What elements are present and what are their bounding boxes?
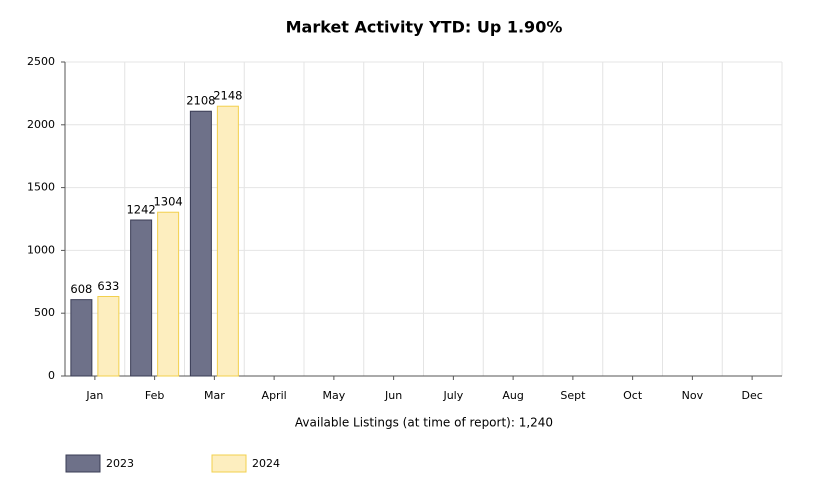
x-axis-label: Available Listings (at time of report): … <box>295 416 553 430</box>
x-tick-label: July <box>442 389 463 402</box>
y-tick-label: 1500 <box>27 181 55 194</box>
x-tick-label: Sept <box>560 389 586 402</box>
x-tick-label: Mar <box>204 389 225 402</box>
x-tick-label: May <box>323 389 346 402</box>
x-tick-label: Jan <box>85 389 103 402</box>
y-tick-label: 0 <box>48 369 55 382</box>
y-tick-label: 2000 <box>27 118 55 131</box>
bar <box>97 295 120 377</box>
x-tick-label: Jun <box>384 389 402 402</box>
bar <box>157 211 180 377</box>
legend-swatch <box>65 454 101 473</box>
legend-swatch <box>211 454 247 473</box>
x-tick-label: Oct <box>623 389 643 402</box>
data-label: 608 <box>70 282 92 296</box>
x-tick-label: Feb <box>145 389 164 402</box>
bar <box>130 219 153 377</box>
data-label: 633 <box>97 279 119 293</box>
x-tick-label: April <box>262 389 287 402</box>
legend-label: 2024 <box>252 457 280 470</box>
bar <box>216 105 239 377</box>
data-label: 2108 <box>186 94 215 108</box>
y-tick-label: 2500 <box>27 55 55 68</box>
x-tick-label: Aug <box>502 389 523 402</box>
y-tick-label: 500 <box>34 306 55 319</box>
legend-label: 2023 <box>106 457 134 470</box>
data-label: 1304 <box>153 195 182 209</box>
x-tick-label: Nov <box>682 389 704 402</box>
data-label: 2148 <box>213 89 242 103</box>
bar <box>70 299 93 377</box>
data-label: 1242 <box>126 203 155 217</box>
y-tick-label: 1000 <box>27 243 55 256</box>
chart-title: Market Activity YTD: Up 1.90% <box>286 18 563 37</box>
bar <box>189 110 212 377</box>
x-tick-label: Dec <box>741 389 762 402</box>
